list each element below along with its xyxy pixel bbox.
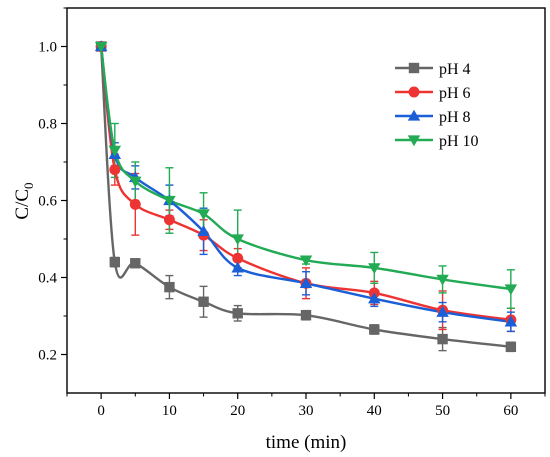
y-tick-label: 0.4 bbox=[38, 271, 57, 287]
data-point-ph-10 bbox=[436, 274, 449, 286]
data-point-ph-8 bbox=[231, 261, 244, 273]
series-markers bbox=[94, 40, 518, 352]
x-axis-label: time (min) bbox=[266, 432, 347, 453]
data-point-ph-8 bbox=[197, 225, 210, 236]
data-point-ph-10 bbox=[129, 176, 142, 188]
x-tick-label: 40 bbox=[367, 403, 382, 419]
y-tick-label: 0.2 bbox=[38, 348, 57, 364]
data-point-ph-10 bbox=[197, 209, 210, 221]
series-line-ph-6 bbox=[99, 46, 512, 322]
legend-label: pH 8 bbox=[439, 109, 471, 126]
x-tick-label: 10 bbox=[162, 403, 177, 419]
data-point-ph-6 bbox=[163, 214, 175, 226]
data-point-ph-4 bbox=[232, 308, 243, 319]
data-point-ph-4 bbox=[109, 256, 120, 268]
axis-ticks bbox=[61, 7, 546, 399]
legend-marker-swatch bbox=[407, 135, 421, 147]
data-point-ph-6 bbox=[109, 164, 121, 176]
legend-item: pH 8 bbox=[395, 109, 471, 126]
data-point-ph-10 bbox=[108, 145, 122, 157]
x-tick-label: 30 bbox=[299, 403, 314, 419]
data-point-ph-8 bbox=[436, 305, 449, 317]
data-point-ph-10 bbox=[231, 234, 244, 246]
y-axis-label-subscript: 0 bbox=[21, 182, 36, 189]
data-point-ph-10 bbox=[94, 41, 108, 53]
legend-item: pH 4 bbox=[395, 61, 471, 78]
x-tick-label: 50 bbox=[435, 403, 450, 419]
axis-tick-labels: 0 10 20 30 40 50 60 0.2 0.4 0.6 0.8 1.0 bbox=[38, 40, 518, 420]
legend-label: pH 6 bbox=[439, 85, 471, 102]
legend-marker-swatch bbox=[407, 109, 421, 121]
data-point-ph-4 bbox=[369, 324, 380, 335]
data-point-ph-4 bbox=[437, 333, 448, 345]
legend-item: pH 6 bbox=[395, 85, 471, 102]
data-point-ph-8 bbox=[504, 315, 518, 327]
data-point-ph-6 bbox=[232, 252, 244, 264]
series-line-ph-10 bbox=[99, 46, 512, 291]
legend-marker-swatch bbox=[408, 86, 420, 98]
y-tick-label: 0.8 bbox=[38, 117, 57, 133]
data-point-ph-8 bbox=[368, 292, 381, 304]
data-point-ph-4 bbox=[300, 310, 312, 321]
data-point-ph-4 bbox=[164, 281, 175, 293]
legend-label: pH 4 bbox=[439, 61, 471, 78]
data-point-ph-10 bbox=[368, 263, 381, 275]
data-point-ph-8 bbox=[299, 277, 313, 288]
y-axis-label-main: C/C bbox=[12, 189, 33, 220]
y-tick-label: 1.0 bbox=[38, 40, 57, 56]
legend-marker-swatch bbox=[408, 62, 420, 74]
legend: pH 4 pH 6 pH 8 pH 10 bbox=[395, 61, 479, 150]
data-point-ph-10 bbox=[299, 255, 313, 267]
data-point-ph-4 bbox=[130, 258, 141, 269]
y-tick-label: 0.6 bbox=[38, 194, 57, 210]
legend-item: pH 10 bbox=[395, 133, 479, 150]
x-tick-label: 60 bbox=[503, 403, 518, 419]
data-point-ph-4 bbox=[198, 296, 209, 307]
x-tick-label: 20 bbox=[230, 403, 245, 419]
y-axis-label: C/C0 bbox=[12, 182, 36, 219]
x-tick-label: 0 bbox=[97, 403, 105, 419]
data-point-ph-10 bbox=[163, 195, 176, 207]
data-point-ph-6 bbox=[129, 198, 141, 210]
legend-label: pH 10 bbox=[439, 133, 479, 150]
data-point-ph-4 bbox=[505, 341, 517, 352]
series-lines bbox=[99, 46, 512, 348]
data-point-ph-10 bbox=[504, 284, 518, 296]
